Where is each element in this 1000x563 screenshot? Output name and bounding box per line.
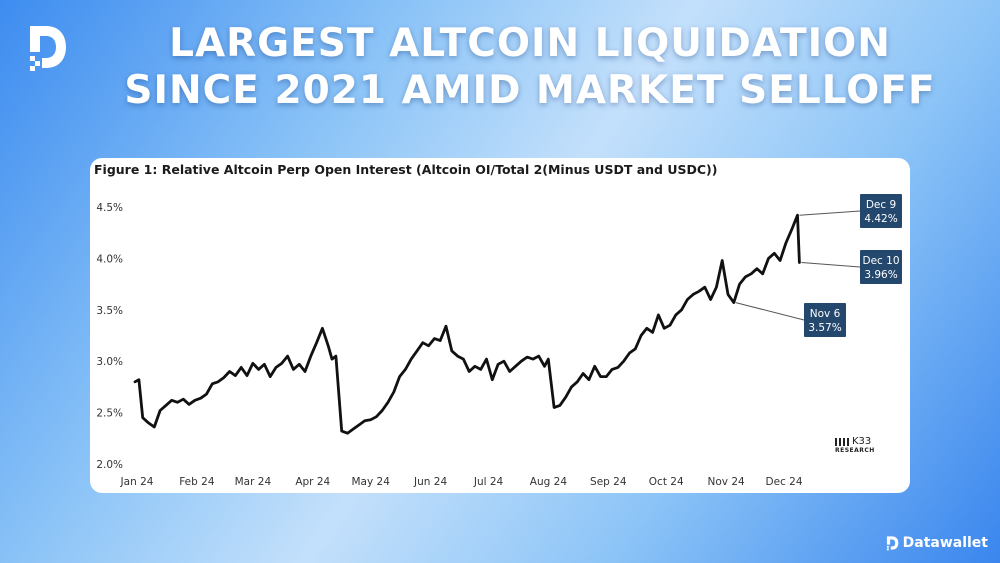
y-tick-label: 4.5%: [96, 202, 123, 214]
x-tick-label: Apr 24: [295, 476, 330, 488]
annotation-date: Dec 9: [866, 199, 896, 211]
annotation-leader: [799, 210, 861, 216]
y-tick-label: 3.0%: [96, 356, 123, 368]
series-line: [133, 213, 801, 435]
annotation-leader: [801, 262, 861, 268]
k33-grid-icon: [835, 437, 849, 446]
chart-card: Figure 1: Relative Altcoin Perp Open Int…: [90, 158, 910, 493]
figure-title: Figure 1: Relative Altcoin Perp Open Int…: [94, 162, 718, 177]
annotation-leader: [735, 302, 805, 321]
annotation-box: [860, 250, 902, 284]
annotation-date: Nov 6: [810, 308, 841, 320]
x-tick-label: Oct 24: [649, 476, 684, 488]
y-tick-label: 2.5%: [96, 408, 123, 420]
x-tick-label: Sep 24: [590, 476, 627, 488]
annotation-date: Dec 10: [862, 255, 899, 267]
k33-name: K33: [852, 436, 872, 447]
x-tick-label: Jul 24: [473, 476, 504, 488]
brand-name: Datawallet: [902, 535, 988, 551]
k33-subtitle: RESEARCH: [835, 447, 875, 454]
x-tick-label: Aug 24: [530, 476, 568, 488]
annotation-value: 3.96%: [864, 269, 897, 281]
line-chart: 2.0% 2.5% 3.0% 3.5% 4.0% 4.5% Jan 24 Feb 24 Mar …: [96, 194, 902, 488]
y-tick-label: 2.0%: [96, 459, 123, 471]
k33-research-logo: K33 RESEARCH: [835, 436, 885, 454]
x-tick-label: Jan 24: [120, 476, 154, 488]
x-tick-label: Nov 24: [708, 476, 746, 488]
datawallet-logo-icon: [30, 26, 66, 71]
brand-footer: Datawallet: [885, 535, 988, 551]
annotation-value: 3.57%: [808, 322, 841, 334]
headline-line-1: LARGEST ALTCOIN LIQUIDATION: [169, 21, 891, 66]
datawallet-small-logo-icon: [886, 536, 898, 551]
x-tick-label: Dec 24: [766, 476, 803, 488]
y-tick-label: 4.0%: [96, 253, 123, 265]
x-tick-label: Jun 24: [413, 476, 447, 488]
annotation-value: 4.42%: [864, 213, 897, 225]
headline: LARGEST ALTCOIN LIQUIDATION SINCE 2021 A…: [100, 20, 960, 114]
annotation-box: [860, 194, 902, 228]
y-tick-label: 3.5%: [96, 305, 123, 317]
x-tick-label: Feb 24: [179, 476, 215, 488]
annotation-box: [804, 303, 846, 337]
x-tick-label: May 24: [352, 476, 391, 488]
x-tick-label: Mar 24: [235, 476, 272, 488]
headline-line-2: SINCE 2021 AMID MARKET SELLOFF: [124, 68, 936, 113]
